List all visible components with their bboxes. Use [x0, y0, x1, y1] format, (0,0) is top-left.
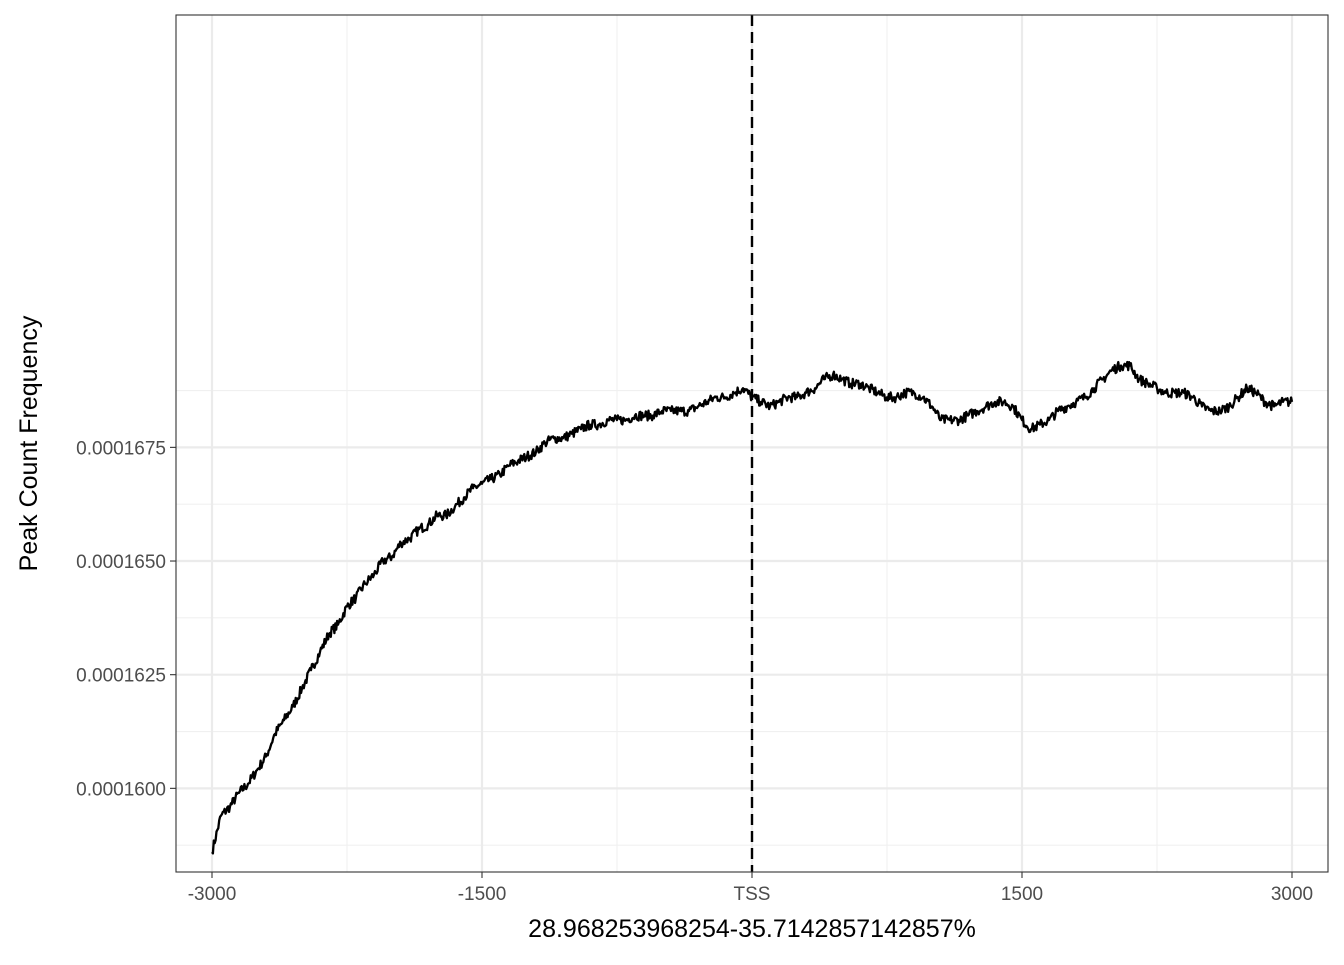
y-tick-label: 0.0001675 [76, 438, 166, 459]
y-tick-labels: 0.0001600 0.0001625 0.0001650 0.0001675 [76, 438, 166, 800]
x-tick-label: 3000 [1271, 884, 1313, 905]
x-tick-label: 1500 [1001, 884, 1043, 905]
tick-layer [170, 446, 1293, 878]
series-layer [211, 360, 1294, 855]
series-line [211, 360, 1294, 855]
y-tick-label: 0.0001625 [76, 666, 166, 687]
y-axis-title: Peak Count Frequency [15, 315, 43, 571]
y-tick-label: 0.0001650 [76, 552, 166, 573]
x-tick-label: -3000 [188, 884, 237, 905]
x-tick-labels: -3000 -1500 TSS 1500 3000 [188, 884, 1313, 905]
x-tick-label: TSS [734, 884, 771, 905]
y-tick-label: 0.0001600 [76, 779, 166, 800]
x-tick-label: -1500 [458, 884, 507, 905]
x-axis-title: 28.968253968254-35.7142857142857% [528, 915, 976, 943]
